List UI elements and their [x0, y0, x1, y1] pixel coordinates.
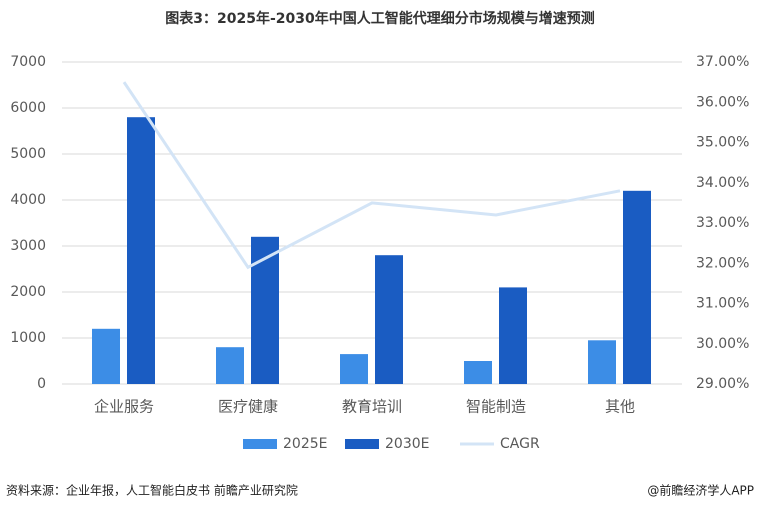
bar	[588, 340, 616, 384]
y-tick-label: 5000	[10, 146, 46, 162]
chart-title: 图表3：2025年-2030年中国人工智能代理细分市场规模与增速预测	[165, 10, 594, 27]
bar	[251, 236, 279, 384]
y-tick-label: 3000	[10, 238, 46, 254]
x-tick-label: 教育培训	[342, 398, 402, 416]
y2-tick-label: 36.00%	[696, 94, 749, 110]
bar	[375, 255, 403, 384]
legend-swatch	[345, 439, 379, 449]
x-tick-label: 智能制造	[466, 398, 526, 416]
y2-tick-label: 33.00%	[696, 215, 749, 231]
bar	[499, 287, 527, 384]
y2-tick-label: 29.00%	[696, 376, 749, 392]
source-note: 资料来源：企业年报，人工智能白皮书 前瞻产业研究院	[6, 483, 298, 498]
bar	[623, 190, 651, 384]
credit: @前瞻经济学人APP	[647, 483, 754, 498]
bar	[92, 328, 120, 384]
legend-label: CAGR	[500, 436, 540, 452]
bar	[340, 354, 368, 384]
x-tick-label: 其他	[605, 398, 635, 416]
cagr-line	[122, 81, 621, 270]
y2-tick-label: 31.00%	[696, 296, 749, 312]
y2-tick-label: 34.00%	[696, 175, 749, 191]
y2-tick-label: 30.00%	[696, 336, 749, 352]
legend-label: 2025E	[283, 436, 327, 452]
y-tick-label: 1000	[10, 330, 46, 346]
x-tick-label: 企业服务	[94, 398, 154, 416]
bar	[464, 361, 492, 384]
y2-tick-label: 35.00%	[696, 135, 749, 151]
legend-swatch	[243, 439, 277, 449]
y-tick-label: 0	[37, 376, 46, 392]
y-tick-label: 7000	[10, 54, 46, 70]
y2-tick-label: 37.00%	[696, 54, 749, 70]
bar	[216, 347, 244, 384]
bar	[127, 117, 155, 384]
y-tick-label: 6000	[10, 100, 46, 116]
y2-tick-label: 32.00%	[696, 255, 749, 271]
y-tick-label: 2000	[10, 284, 46, 300]
legend-label: 2030E	[385, 436, 429, 452]
y-tick-label: 4000	[10, 192, 46, 208]
x-tick-label: 医疗健康	[218, 398, 278, 416]
